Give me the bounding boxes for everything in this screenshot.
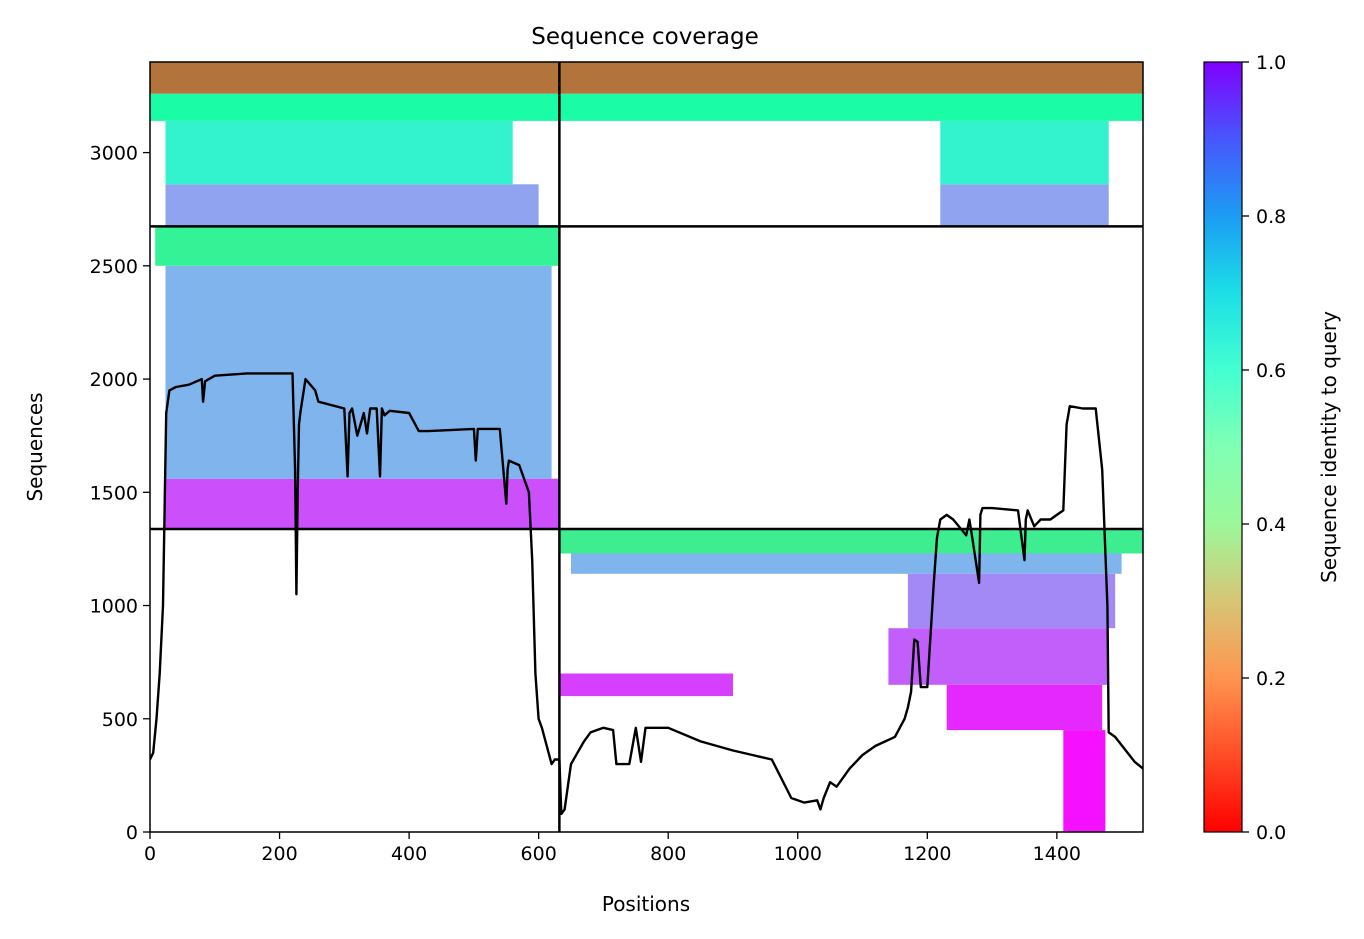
colorbar-label: Sequence identity to query (1317, 311, 1341, 583)
coverage-line (150, 372, 1143, 816)
x-tick-label: 600 (521, 843, 557, 865)
coverage-block (165, 120, 513, 185)
y-tick-label: 2500 (90, 256, 138, 278)
colorbar-ticks: 0.0 0.2 0.4 0.6 0.8 1.0 (1242, 52, 1286, 844)
y-tick-label: 500 (102, 709, 138, 731)
coverage-line-layer (150, 372, 1143, 816)
colorbar-tick-label: 1.0 (1256, 52, 1286, 74)
x-axis-ticks: 0 200 400 600 800 1000 1200 1400 (144, 832, 1081, 865)
coverage-block (940, 184, 1109, 227)
x-tick-label: 200 (261, 843, 297, 865)
colorbar-tick-label: 0.8 (1256, 206, 1286, 228)
coverage-block (559, 93, 1143, 121)
chart-title: Sequence coverage (531, 24, 759, 50)
colorbar-tick-label: 0.0 (1256, 822, 1286, 844)
coverage-block (165, 478, 560, 529)
coverage-block (559, 673, 733, 697)
y-axis-label: Sequences (23, 392, 47, 501)
y-tick-label: 3000 (90, 143, 138, 165)
x-tick-label: 1200 (903, 843, 951, 865)
y-tick-label: 1500 (90, 482, 138, 504)
coverage-heatmap (150, 62, 1143, 832)
plot-frame (149, 61, 1144, 833)
y-axis-ticks: 0 500 1000 1500 2000 2500 3000 (90, 143, 150, 844)
y-tick-label: 0 (126, 822, 138, 844)
colorbar (1203, 61, 1243, 833)
coverage-block (155, 226, 560, 266)
coverage-block (1063, 730, 1106, 832)
segment-boundaries (150, 62, 1143, 832)
x-tick-label: 1400 (1033, 843, 1081, 865)
y-tick-label: 2000 (90, 369, 138, 391)
coverage-block (907, 573, 1116, 629)
coverage-block (559, 529, 1143, 554)
x-tick-label: 1000 (774, 843, 822, 865)
coverage-block (888, 628, 1109, 685)
y-tick-label: 1000 (90, 596, 138, 618)
x-tick-label: 400 (391, 843, 427, 865)
x-tick-label: 0 (144, 843, 156, 865)
coverage-block (940, 120, 1109, 185)
coverage-block (571, 553, 1122, 574)
coverage-block (150, 62, 560, 94)
coverage-block (559, 62, 1143, 94)
colorbar-tick-label: 0.4 (1256, 514, 1286, 536)
x-tick-label: 800 (650, 843, 686, 865)
coverage-block (946, 684, 1103, 731)
colorbar-tick-label: 0.6 (1256, 360, 1286, 382)
coverage-block (165, 184, 539, 227)
x-axis-label: Positions (602, 892, 690, 916)
coverage-block (150, 93, 560, 121)
coverage-block (165, 265, 552, 479)
colorbar-tick-label: 0.2 (1256, 668, 1286, 690)
